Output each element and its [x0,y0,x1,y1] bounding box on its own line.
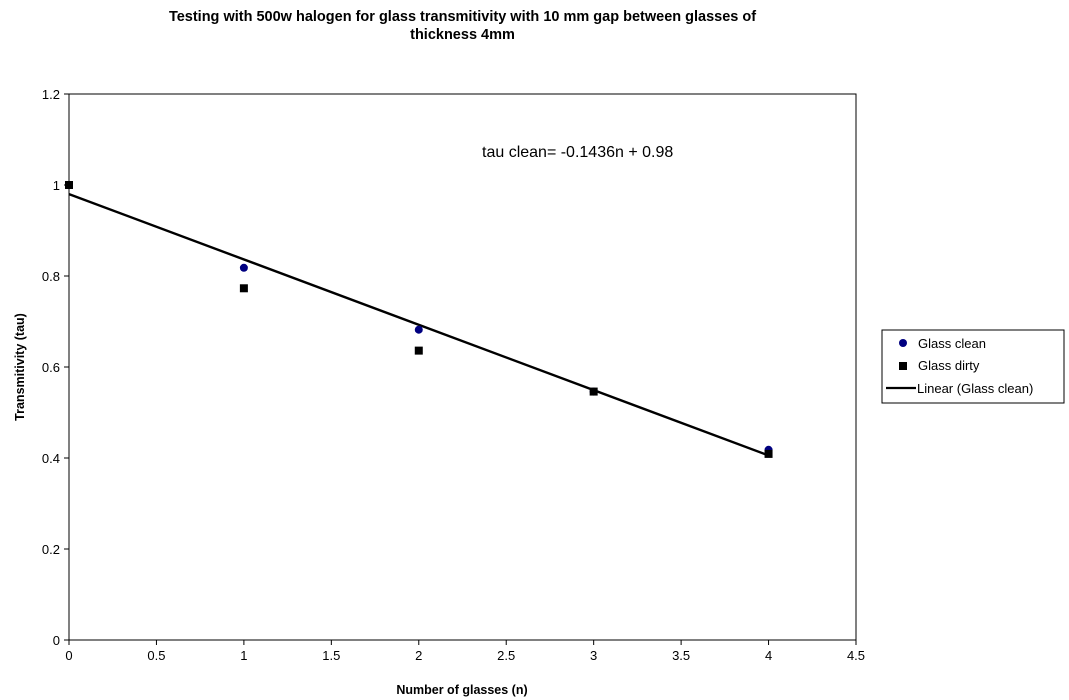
point-glass-dirty [764,449,773,458]
x-tick-label: 1.5 [322,648,340,663]
x-tick-label: 3 [590,648,597,663]
trendline-glass-clean [68,192,769,457]
y-tick-label: 0.2 [42,542,60,557]
chart-title: Testing with 500w halogen for glass tran… [0,8,925,44]
trendline-equation: tau clean= -0.1436n + 0.98 [482,144,673,161]
x-tick-label: 2.5 [497,648,515,663]
legend-label-linear: Linear (Glass clean) [917,381,1033,396]
y-tick-label: 0 [53,633,60,648]
plot-area [68,93,857,641]
trendline-layer [68,192,769,457]
legend-marker-glass-clean [899,339,907,347]
y-tick-label: 0.4 [42,451,60,466]
chart-title-line-1: Testing with 500w halogen for glass tran… [168,9,757,25]
x-tick-label: 0.5 [147,648,165,663]
x-tick-label: 1 [240,648,247,663]
point-glass-clean [414,325,423,334]
x-tick-label: 4 [765,648,772,663]
x-axis-title: Number of glasses (n) [396,683,527,697]
y-tick-label: 0.6 [42,360,60,375]
point-glass-dirty [589,387,598,396]
point-glass-dirty [239,284,248,293]
legend-label-glass-dirty: Glass dirty [918,358,980,373]
legend-box [881,329,1065,404]
y-tick-label: 1.2 [42,87,60,102]
y-axis-title: Transmitivity (tau) [13,313,27,421]
x-tick-label: 2 [415,648,422,663]
y-tick-label: 0.8 [42,269,60,284]
point-glass-dirty [65,181,73,189]
x-tick-label: 3.5 [672,648,690,663]
points-layer [65,181,773,458]
y-tick-label: 1 [53,178,60,193]
x-tick-label: 0 [65,648,72,663]
chart-title-line-2: thickness 4mm [410,27,515,43]
point-glass-dirty [414,346,423,355]
legend-marker-glass-dirty [899,362,907,370]
axis-ticks: 0 0.5 1 1.5 2 2.5 3 3.5 4 4.5 0 0.2 0.4 0.6 0.8 1 1.2 [42,87,865,663]
legend: Glass clean Glass dirty Linear (Glass cl… [881,329,1065,404]
point-glass-clean [239,263,248,272]
legend-label-glass-clean: Glass clean [918,336,986,351]
x-tick-label: 4.5 [847,648,865,663]
